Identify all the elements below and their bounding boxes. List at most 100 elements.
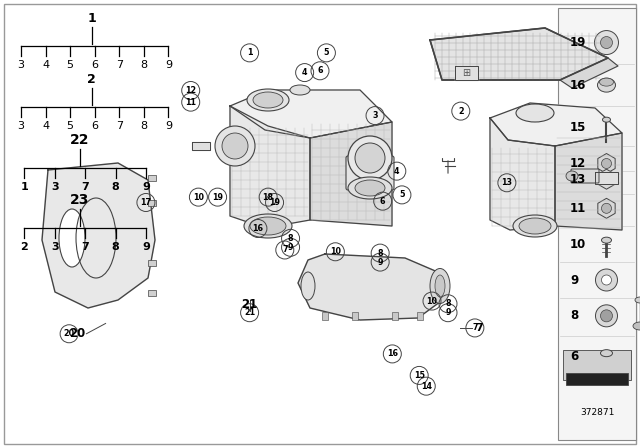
Text: 16: 16 — [252, 224, 264, 233]
Text: 6: 6 — [92, 121, 98, 131]
Circle shape — [602, 174, 611, 184]
Text: 6: 6 — [570, 349, 579, 363]
Bar — [417, 312, 423, 320]
Text: 6: 6 — [92, 60, 98, 70]
Text: 7: 7 — [116, 121, 123, 131]
Text: 7: 7 — [282, 246, 287, 254]
Text: 20: 20 — [69, 327, 85, 340]
Ellipse shape — [566, 171, 578, 181]
Ellipse shape — [635, 297, 640, 303]
Ellipse shape — [516, 104, 554, 122]
Polygon shape — [230, 90, 392, 138]
Text: 19: 19 — [570, 36, 586, 49]
Text: 5: 5 — [67, 121, 74, 131]
Text: 1: 1 — [247, 48, 252, 57]
Text: 11: 11 — [185, 98, 196, 107]
Text: 1: 1 — [87, 12, 96, 25]
Text: 7: 7 — [475, 323, 483, 333]
Bar — [566, 373, 628, 385]
Polygon shape — [192, 142, 210, 150]
Text: 9: 9 — [570, 273, 579, 287]
Polygon shape — [490, 103, 622, 146]
Polygon shape — [555, 133, 622, 230]
Text: 19: 19 — [269, 198, 280, 207]
Ellipse shape — [253, 92, 283, 108]
Polygon shape — [490, 118, 555, 230]
Text: 16: 16 — [387, 349, 398, 358]
Text: 22: 22 — [70, 133, 90, 147]
Text: 21: 21 — [241, 298, 258, 311]
Text: 20: 20 — [63, 329, 75, 338]
Ellipse shape — [435, 275, 445, 297]
Ellipse shape — [301, 272, 315, 300]
Text: 13: 13 — [501, 178, 513, 187]
Bar — [392, 312, 398, 320]
Text: 2: 2 — [458, 107, 463, 116]
Text: 3: 3 — [51, 242, 58, 253]
Circle shape — [602, 203, 611, 213]
Ellipse shape — [244, 214, 292, 238]
Ellipse shape — [250, 217, 286, 235]
Text: 3: 3 — [18, 121, 24, 131]
Circle shape — [600, 37, 612, 48]
Circle shape — [600, 310, 612, 322]
Text: 6: 6 — [317, 66, 323, 75]
Text: 3: 3 — [372, 111, 378, 120]
Ellipse shape — [348, 177, 392, 199]
Text: 10: 10 — [570, 237, 586, 251]
Text: 19: 19 — [212, 193, 223, 202]
Bar — [322, 312, 328, 320]
Text: 4: 4 — [42, 121, 49, 131]
Ellipse shape — [600, 78, 614, 86]
Text: 5: 5 — [399, 190, 404, 199]
Text: 8: 8 — [140, 121, 147, 131]
Ellipse shape — [247, 89, 289, 111]
Polygon shape — [230, 106, 310, 228]
Text: 8: 8 — [111, 242, 120, 253]
Ellipse shape — [215, 126, 255, 166]
Ellipse shape — [290, 85, 310, 95]
Text: 12: 12 — [570, 157, 586, 170]
Ellipse shape — [598, 78, 616, 92]
Text: 23: 23 — [70, 194, 90, 207]
Ellipse shape — [59, 209, 85, 267]
Text: 7: 7 — [472, 323, 477, 332]
Text: 8: 8 — [445, 299, 451, 308]
Text: 4: 4 — [394, 167, 399, 176]
Polygon shape — [455, 66, 478, 80]
Text: 16: 16 — [570, 78, 586, 92]
Text: 9: 9 — [164, 121, 172, 131]
Circle shape — [595, 305, 618, 327]
Bar — [352, 312, 358, 320]
Text: 8: 8 — [111, 182, 120, 192]
Text: 11: 11 — [570, 202, 586, 215]
Text: 7: 7 — [116, 60, 123, 70]
Ellipse shape — [602, 237, 611, 243]
Ellipse shape — [602, 117, 611, 122]
Text: 3: 3 — [18, 60, 24, 70]
Text: 17: 17 — [140, 198, 152, 207]
Ellipse shape — [513, 215, 557, 237]
Text: 10: 10 — [330, 247, 341, 256]
Ellipse shape — [519, 218, 551, 234]
Text: 10: 10 — [426, 297, 438, 306]
Text: 9: 9 — [445, 308, 451, 317]
Text: 18: 18 — [262, 193, 274, 202]
Text: 7: 7 — [81, 182, 89, 192]
Polygon shape — [42, 163, 155, 308]
Text: 10: 10 — [193, 193, 204, 202]
Text: 2: 2 — [87, 73, 96, 86]
Circle shape — [602, 275, 611, 285]
Text: 15: 15 — [570, 121, 586, 134]
Ellipse shape — [348, 136, 392, 180]
Polygon shape — [310, 122, 392, 226]
Circle shape — [595, 269, 618, 291]
Text: 9: 9 — [288, 243, 293, 252]
Ellipse shape — [430, 268, 450, 303]
Text: 21: 21 — [244, 308, 255, 317]
FancyBboxPatch shape — [571, 169, 599, 183]
Text: 8: 8 — [288, 234, 293, 243]
Text: 7: 7 — [81, 242, 89, 253]
Text: 9: 9 — [142, 182, 150, 192]
Text: 9: 9 — [378, 258, 383, 267]
